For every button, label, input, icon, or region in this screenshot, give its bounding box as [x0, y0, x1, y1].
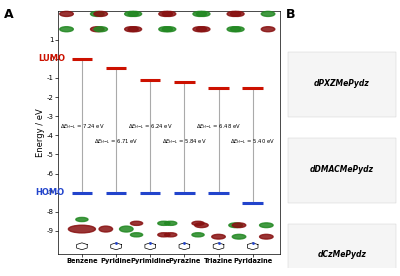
- Text: B: B: [286, 8, 296, 21]
- FancyBboxPatch shape: [288, 52, 396, 117]
- Text: A: A: [4, 8, 14, 21]
- Ellipse shape: [90, 11, 104, 17]
- Ellipse shape: [193, 27, 206, 32]
- Text: $\Delta E_{H\mathit{-}L}$ = 6.48 eV: $\Delta E_{H\mathit{-}L}$ = 6.48 eV: [196, 122, 241, 131]
- Ellipse shape: [99, 226, 112, 232]
- Text: $\Delta E_{H\mathit{-}L}$ = 5.40 eV: $\Delta E_{H\mathit{-}L}$ = 5.40 eV: [230, 138, 275, 147]
- Text: dDMACMePydz: dDMACMePydz: [310, 164, 374, 174]
- Ellipse shape: [195, 223, 208, 228]
- Ellipse shape: [192, 221, 204, 225]
- Text: $\Delta E_{H\mathit{-}L}$ = 5.84 eV: $\Delta E_{H\mathit{-}L}$ = 5.84 eV: [162, 138, 207, 147]
- Text: $\Delta E_{H\mathit{-}L}$ = 6.24 eV: $\Delta E_{H\mathit{-}L}$ = 6.24 eV: [128, 122, 172, 131]
- Ellipse shape: [261, 11, 275, 17]
- Ellipse shape: [120, 226, 133, 232]
- Ellipse shape: [162, 11, 176, 17]
- Text: LUMO: LUMO: [38, 54, 65, 63]
- Ellipse shape: [260, 223, 273, 228]
- Ellipse shape: [227, 27, 241, 32]
- Ellipse shape: [125, 27, 138, 32]
- Ellipse shape: [260, 234, 273, 239]
- Ellipse shape: [232, 234, 246, 239]
- FancyBboxPatch shape: [288, 138, 396, 203]
- Ellipse shape: [212, 234, 225, 239]
- Ellipse shape: [165, 233, 177, 237]
- Ellipse shape: [130, 221, 143, 225]
- Text: dPXZMePydz: dPXZMePydz: [314, 79, 370, 88]
- Ellipse shape: [130, 233, 143, 237]
- Text: $\Delta E_{H\mathit{-}L}$ = 7.24 eV: $\Delta E_{H\mathit{-}L}$ = 7.24 eV: [60, 122, 104, 131]
- Ellipse shape: [76, 217, 88, 222]
- FancyBboxPatch shape: [288, 224, 396, 276]
- Text: HOMO: HOMO: [36, 188, 65, 197]
- Y-axis label: Energy / eV: Energy / eV: [36, 108, 46, 157]
- Text: dCzMePydz: dCzMePydz: [318, 250, 366, 259]
- Ellipse shape: [158, 221, 170, 225]
- Ellipse shape: [60, 11, 73, 17]
- Ellipse shape: [230, 11, 244, 17]
- Ellipse shape: [162, 27, 176, 32]
- Ellipse shape: [196, 11, 210, 17]
- Ellipse shape: [94, 11, 108, 17]
- Ellipse shape: [90, 27, 104, 32]
- Ellipse shape: [229, 223, 242, 228]
- Ellipse shape: [128, 11, 142, 17]
- Ellipse shape: [125, 11, 138, 17]
- Ellipse shape: [196, 27, 210, 32]
- Ellipse shape: [227, 11, 241, 17]
- Ellipse shape: [60, 27, 73, 32]
- Ellipse shape: [232, 223, 246, 228]
- Ellipse shape: [158, 233, 170, 237]
- Ellipse shape: [230, 27, 244, 32]
- Ellipse shape: [192, 233, 204, 237]
- Ellipse shape: [193, 11, 206, 17]
- Ellipse shape: [159, 27, 172, 32]
- Ellipse shape: [68, 225, 96, 233]
- Ellipse shape: [159, 11, 172, 17]
- Ellipse shape: [128, 27, 142, 32]
- Ellipse shape: [165, 221, 177, 225]
- Text: $\Delta E_{H\mathit{-}L}$ = 6.71 eV: $\Delta E_{H\mathit{-}L}$ = 6.71 eV: [94, 138, 138, 147]
- Ellipse shape: [261, 27, 275, 32]
- Ellipse shape: [94, 27, 108, 32]
